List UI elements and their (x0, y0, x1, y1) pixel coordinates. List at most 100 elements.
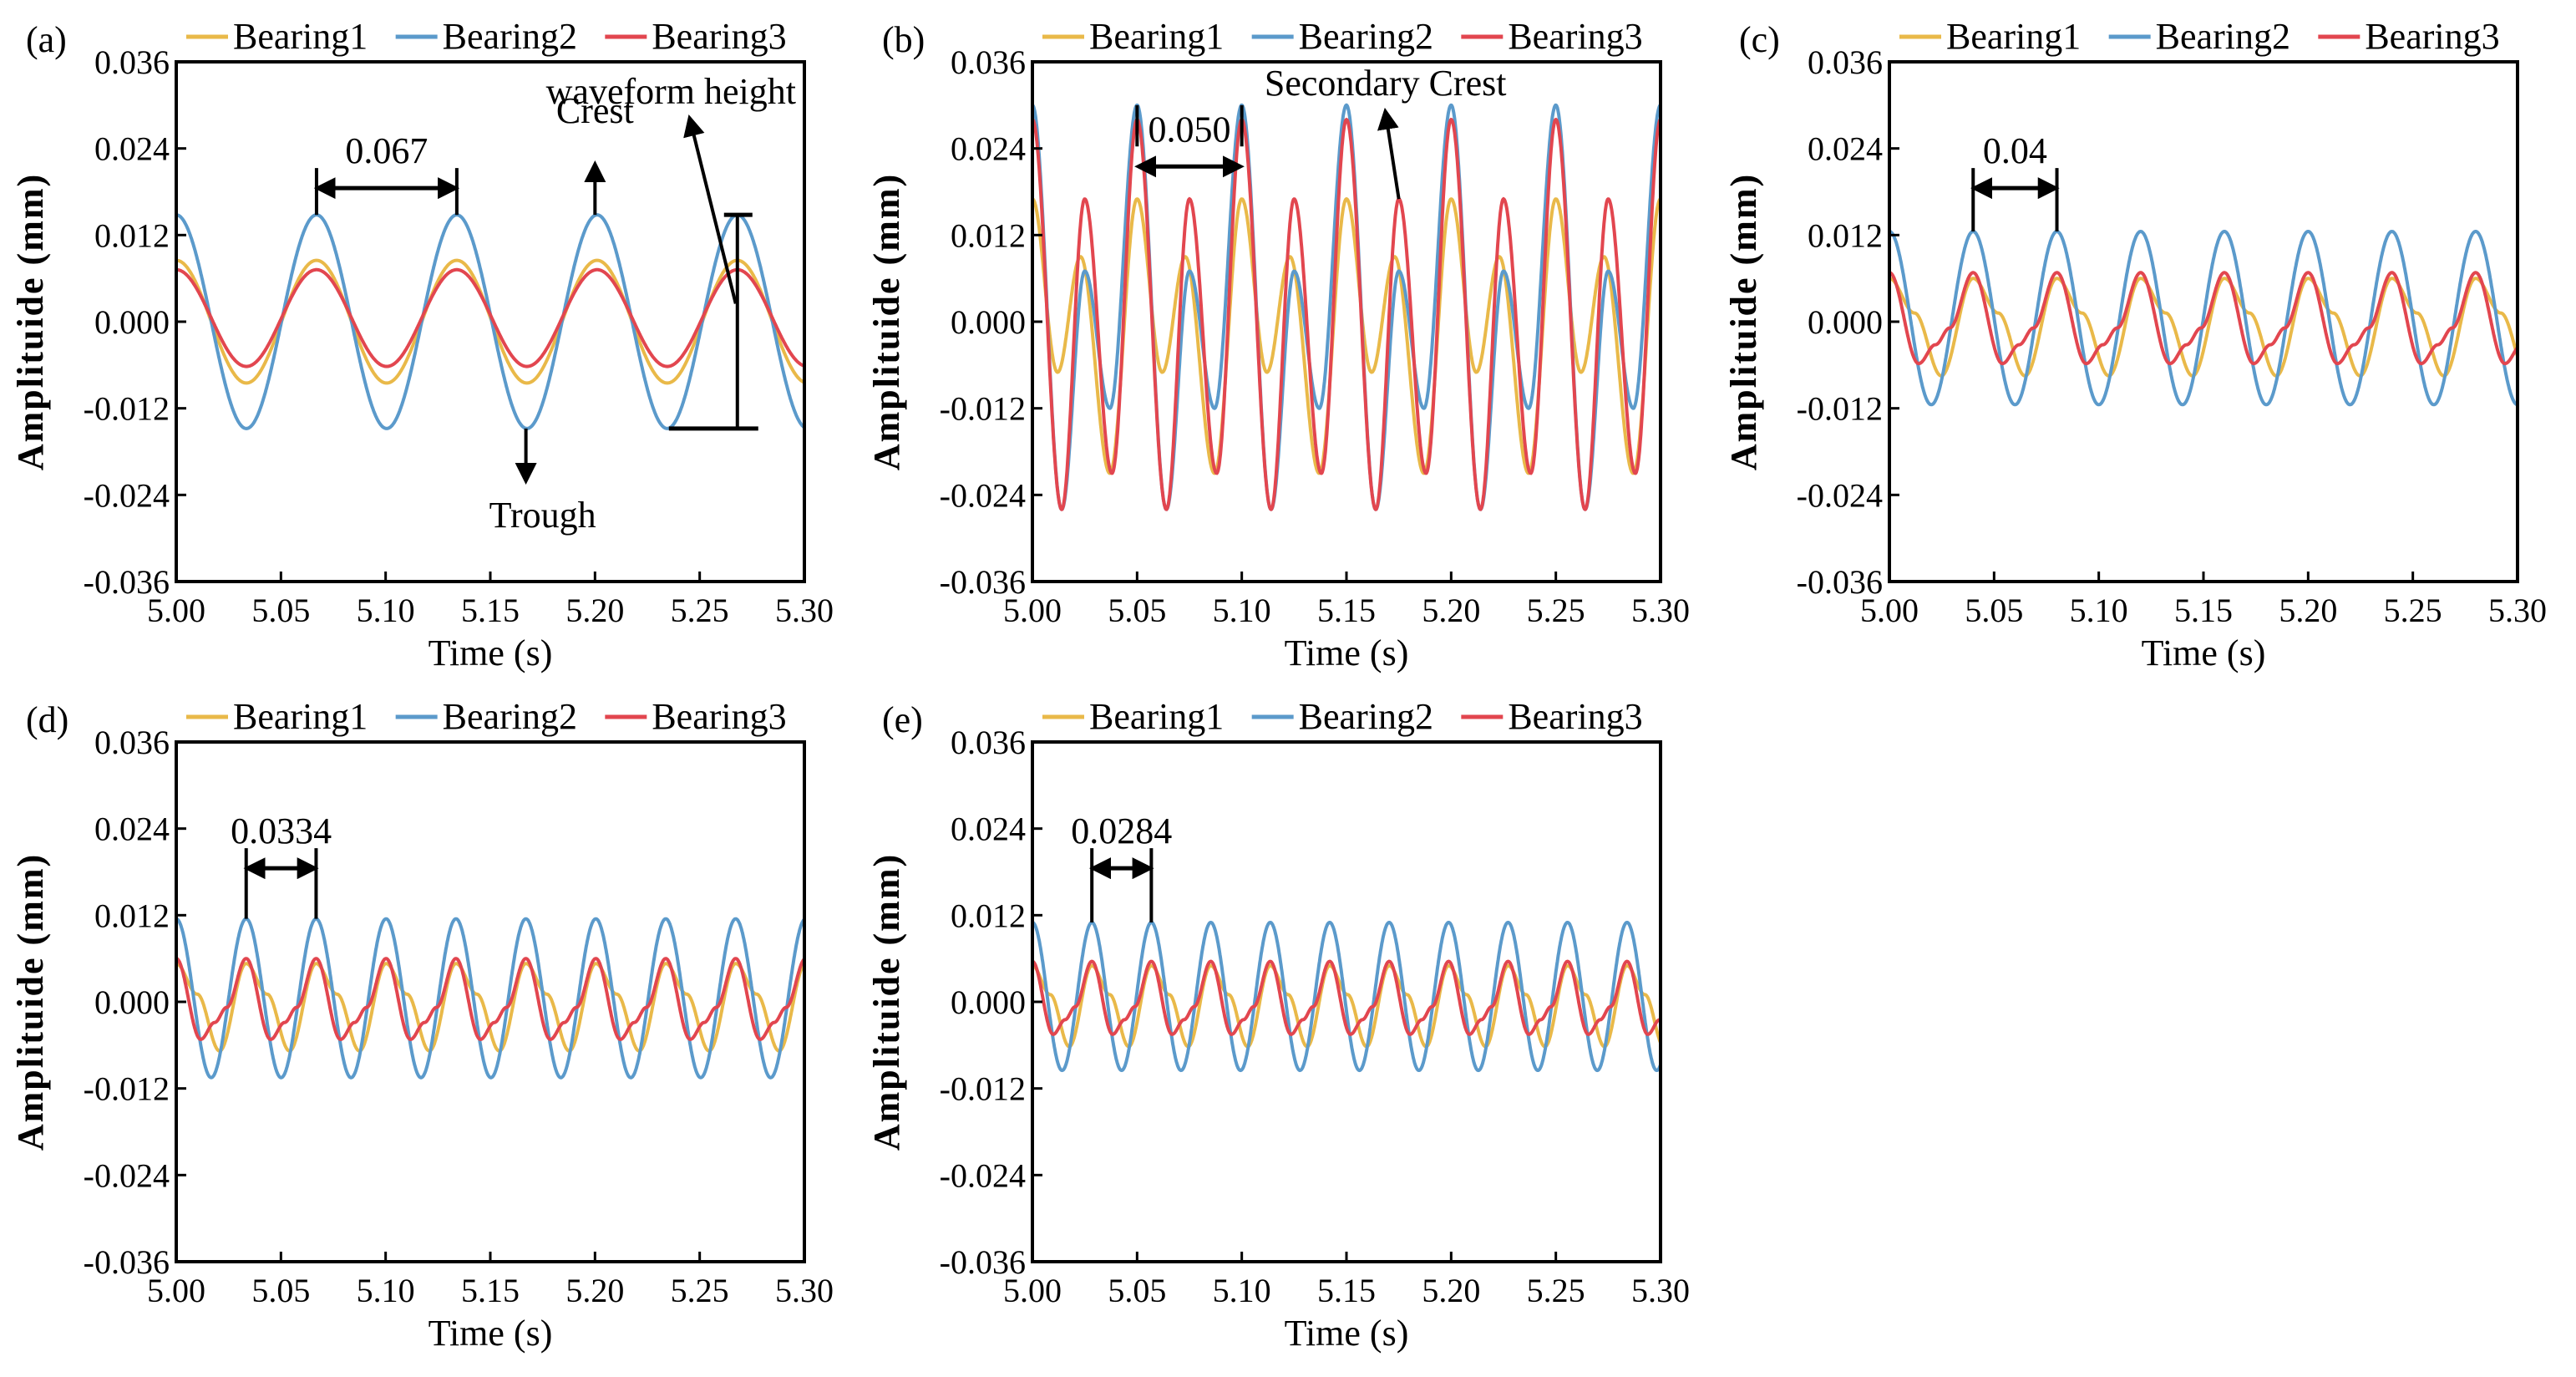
x-tick-label: 5.05 (1965, 592, 2023, 629)
legend: Bearing1 Bearing2 Bearing3 (186, 696, 787, 737)
y-tick-label: 0.012 (951, 897, 1026, 934)
legend-label: Bearing1 (1946, 16, 2081, 57)
annotation-label: Secondary Crest (1265, 63, 1507, 104)
y-tick-label: -0.036 (940, 563, 1026, 601)
x-tick-label: 5.15 (461, 1272, 520, 1309)
x-tick-label: 5.25 (2384, 592, 2442, 629)
x-tick-label: 5.00 (1860, 592, 1919, 629)
x-axis-label: Time (s) (428, 633, 553, 673)
x-axis-label: Time (s) (1285, 1313, 1409, 1354)
x-tick-label: 5.20 (2279, 592, 2337, 629)
y-tick-label: 0.036 (94, 43, 170, 81)
y-tick-label: 0.036 (94, 724, 170, 761)
legend-label: Bearing3 (652, 16, 786, 57)
x-tick-label: 5.15 (1317, 592, 1376, 629)
legend-label: Bearing2 (1299, 696, 1433, 737)
annotation-label: Trough (489, 495, 596, 536)
y-tick-label: -0.024 (940, 1156, 1026, 1194)
x-tick-label: 5.05 (251, 592, 310, 629)
legend-label: Bearing2 (443, 696, 577, 737)
series-line-bearing3 (1032, 959, 1661, 1036)
x-tick-label: 5.20 (1422, 592, 1480, 629)
x-tick-label: 5.10 (357, 1272, 415, 1309)
period-label: 0.0284 (1071, 810, 1172, 851)
y-tick-label: -0.036 (84, 1243, 170, 1281)
x-tick-label: 5.00 (1003, 592, 1062, 629)
x-tick-label: 5.05 (1108, 592, 1166, 629)
x-tick-label: 5.10 (357, 592, 415, 629)
y-tick-label: 0.024 (94, 130, 170, 168)
series-line-bearing1 (1032, 963, 1661, 1049)
y-tick-label: -0.012 (84, 1070, 170, 1108)
legend-label: Bearing1 (233, 696, 368, 737)
x-tick-label: 5.00 (147, 1272, 205, 1309)
y-tick-label: 0.036 (1808, 43, 1883, 81)
annotation-arrow-label: Crest (556, 90, 634, 216)
legend-label: Bearing3 (1508, 696, 1642, 737)
period-label: 0.067 (345, 130, 428, 171)
period-label: 0.050 (1149, 109, 1231, 150)
panel-a: 0.0360.0240.0120.000-0.012-0.024-0.0365.… (10, 16, 834, 673)
x-tick-label: 5.05 (1108, 1272, 1166, 1309)
legend-label: Bearing3 (652, 696, 786, 737)
y-tick-label: 0.000 (951, 983, 1026, 1021)
pointer-arrow (1377, 107, 1401, 200)
x-axis-label: Time (s) (1285, 633, 1409, 673)
series-line-bearing2 (176, 213, 804, 430)
y-axis-label: Amplituide (mm) (10, 853, 51, 1151)
x-tick-label: 5.25 (1527, 592, 1585, 629)
x-tick-label: 5.05 (251, 1272, 310, 1309)
panel-e: 0.0360.0240.0120.000-0.012-0.024-0.0365.… (866, 696, 1690, 1354)
x-tick-label: 5.25 (671, 1272, 729, 1309)
x-tick-label: 5.30 (1631, 1272, 1690, 1309)
x-tick-label: 5.30 (2488, 592, 2547, 629)
x-tick-label: 5.20 (565, 1272, 624, 1309)
y-tick-label: 0.000 (94, 983, 170, 1021)
y-tick-label: 0.000 (1808, 303, 1883, 341)
y-tick-label: 0.000 (94, 303, 170, 341)
annotation-arrow-label: Trough (489, 428, 596, 536)
legend: Bearing1 Bearing2 Bearing3 (1899, 16, 2500, 57)
legend: Bearing1 Bearing2 Bearing3 (1042, 696, 1643, 737)
y-tick-label: 0.000 (951, 303, 1026, 341)
annotation-label: waveform height (546, 71, 796, 112)
panel-label: (b) (882, 19, 925, 60)
y-tick-label: -0.036 (1797, 563, 1883, 601)
y-tick-label: -0.024 (1797, 476, 1883, 514)
annotation-period: 0.0334 (231, 810, 332, 919)
series-line-bearing3 (176, 957, 804, 1041)
y-tick-label: -0.012 (1797, 390, 1883, 428)
series-line-bearing3 (1889, 271, 2518, 366)
annotation-period: 0.04 (1970, 130, 2060, 232)
x-tick-label: 5.25 (1527, 1272, 1585, 1309)
x-tick-label: 5.30 (775, 1272, 834, 1309)
series-line-bearing1 (1032, 196, 1661, 475)
y-tick-label: 0.012 (94, 216, 170, 254)
panel-label: (a) (26, 19, 67, 60)
legend-label: Bearing1 (1089, 696, 1224, 737)
panel-b: 0.0360.0240.0120.000-0.012-0.024-0.0365.… (866, 16, 1690, 673)
x-tick-label: 5.10 (2070, 592, 2128, 629)
plot-frame (1031, 60, 1662, 583)
annotation-arrow-label: Secondary Crest (1265, 63, 1507, 200)
panel-label: (e) (882, 699, 923, 740)
x-tick-label: 5.20 (1422, 1272, 1480, 1309)
annotation-period: 0.050 (1134, 104, 1245, 178)
y-tick-label: 0.012 (94, 897, 170, 934)
legend-label: Bearing2 (1299, 16, 1433, 57)
series-line-bearing3 (176, 267, 804, 368)
legend-label: Bearing1 (1089, 16, 1224, 57)
y-tick-label: -0.036 (940, 1243, 1026, 1281)
annotation-height-bar: waveform height (546, 71, 796, 431)
period-label: 0.0334 (231, 810, 332, 851)
x-tick-label: 5.30 (1631, 592, 1690, 629)
y-tick-label: -0.036 (84, 563, 170, 601)
annotation-label: Crest (556, 90, 634, 131)
y-axis-label: Amplituide (mm) (866, 853, 907, 1151)
x-tick-label: 5.20 (565, 592, 624, 629)
pointer-arrow (683, 114, 738, 304)
x-tick-label: 5.00 (1003, 1272, 1062, 1309)
y-tick-label: -0.012 (940, 1070, 1026, 1108)
legend-label: Bearing3 (1508, 16, 1642, 57)
